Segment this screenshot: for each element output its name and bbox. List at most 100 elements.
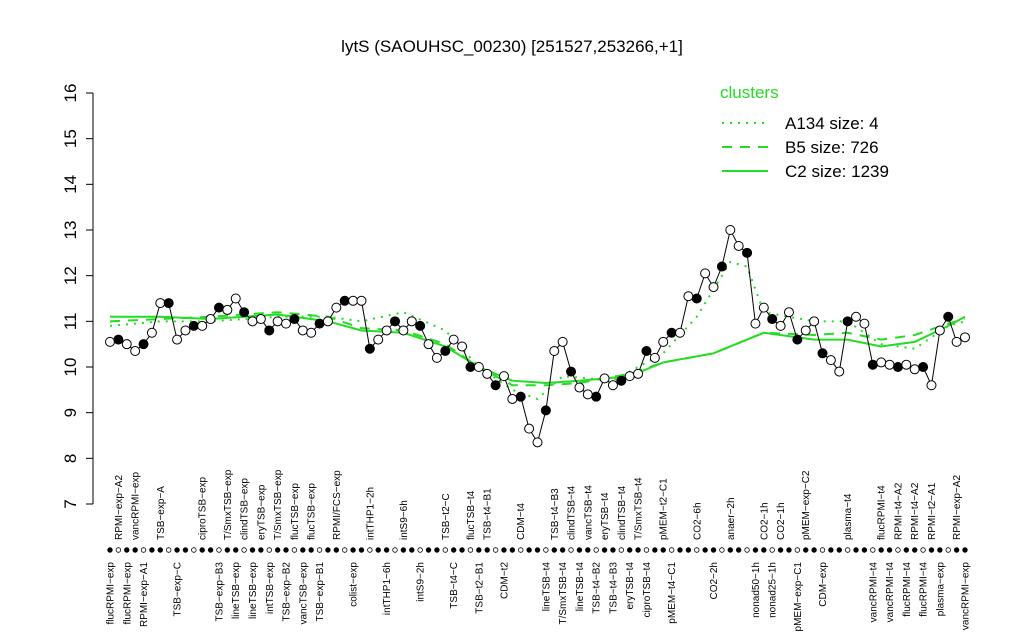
data-point <box>297 325 308 336</box>
strip-dot <box>308 547 314 553</box>
strip-dot <box>677 547 683 553</box>
data-point <box>641 346 652 357</box>
data-point <box>415 320 426 331</box>
strip-dot <box>140 547 147 553</box>
x-tick-label: ciproTSB−t4 <box>642 562 653 618</box>
data-point <box>960 332 970 343</box>
x-tick-label: intTSB−exp <box>265 562 276 614</box>
data-point <box>222 304 233 315</box>
y-tick-label: 16 <box>61 84 80 103</box>
strip-dot <box>702 547 708 553</box>
data-point <box>440 346 451 357</box>
y-tick-label: 15 <box>61 129 80 148</box>
strip-dot <box>576 547 583 553</box>
data-point <box>281 318 292 329</box>
strip-dot <box>559 547 566 553</box>
data-point <box>892 362 903 372</box>
data-point <box>758 302 769 313</box>
data-point <box>130 346 141 357</box>
strip-dot <box>518 547 524 553</box>
strip-dot <box>375 547 381 553</box>
strip-dot <box>543 547 549 553</box>
x-tick-label: ciproTSB−exp <box>198 476 209 540</box>
strip-dot <box>853 547 859 553</box>
strip-dot <box>450 547 457 553</box>
data-point <box>398 325 409 336</box>
x-tick-label: CO2−1h <box>759 502 770 540</box>
strip-dot <box>182 547 189 553</box>
strip-dot <box>400 547 407 553</box>
data-point <box>390 316 400 327</box>
strip-dot <box>903 547 910 553</box>
strip-dot <box>442 547 448 553</box>
data-point <box>700 268 711 279</box>
strip-dot <box>115 547 122 553</box>
strip-dot <box>761 547 767 553</box>
data-point <box>599 373 610 384</box>
strip-dot <box>241 547 247 553</box>
data-point <box>691 293 702 304</box>
x-tick-label: T/SmxTSB−t4 <box>634 477 645 540</box>
x-tick-label: flucRPMI−t4 <box>919 562 930 617</box>
data-point <box>675 327 685 338</box>
strip-dot <box>224 547 231 553</box>
strip-dot <box>844 547 851 553</box>
strip-dot <box>300 547 306 553</box>
x-tick-label: RPMI−t2−A1 <box>927 482 938 540</box>
x-tick-label: CDM−t4 <box>516 503 527 540</box>
x-tick-label: eryTSB−t4 <box>600 492 611 540</box>
strip-dot <box>551 547 557 553</box>
x-tick-label: flucRPMI−t4 <box>877 485 888 540</box>
data-point <box>507 393 518 404</box>
data-point <box>834 366 845 377</box>
x-tick-label: TSB−t4−B1 <box>483 488 494 540</box>
data-point <box>901 359 912 370</box>
strip-dot <box>124 547 130 553</box>
x-tick-label: eryTSB−exp <box>256 484 267 540</box>
data-point <box>876 357 887 368</box>
x-tick-label: CDM−exp <box>818 562 829 607</box>
data-point <box>230 293 241 304</box>
data-point <box>364 343 375 354</box>
x-tick-label: TSB−exp−A <box>156 486 167 540</box>
x-tick-label: nonad25−1h <box>768 562 779 618</box>
x-tick-label: pMEM−t2−C1 <box>659 478 670 540</box>
data-point <box>926 380 937 391</box>
data-point <box>742 247 753 258</box>
x-tick-label: T/SmxTSB−exp <box>273 469 284 540</box>
strip-dot <box>744 547 750 553</box>
strip-dot <box>526 547 532 553</box>
strip-dot <box>895 547 901 553</box>
strip-dot <box>618 547 625 553</box>
data-point <box>633 368 644 379</box>
data-point <box>574 382 585 393</box>
strip-dot <box>266 547 272 553</box>
strip-dot <box>392 547 398 553</box>
strip-dot <box>962 547 968 553</box>
data-point <box>708 282 719 293</box>
x-tick-label: RPMI/FCS−exp <box>332 470 343 540</box>
strip-dot <box>920 547 926 553</box>
strip-dot <box>811 547 817 553</box>
data-point <box>716 261 727 272</box>
data-point <box>331 302 342 313</box>
data-point <box>918 362 929 372</box>
x-tick-label: RPMI−exp−A2 <box>114 475 125 540</box>
x-tick-label: T/SmxTSB−exp <box>223 469 234 540</box>
cluster-line <box>109 311 966 387</box>
strip-dot <box>652 547 658 553</box>
data-point <box>423 339 434 350</box>
data-point <box>725 225 736 235</box>
strip-dot <box>367 547 373 553</box>
y-tick-label: 8 <box>61 454 80 463</box>
strip-dot <box>627 547 633 553</box>
data-point <box>348 295 359 306</box>
strip-dot <box>107 547 113 553</box>
strip-dot <box>467 547 474 553</box>
x-tick-label: clindTSB−t4 <box>617 485 628 540</box>
strip-dot <box>484 547 490 553</box>
x-tick-label: TSB−t4−B3 <box>608 562 619 614</box>
strip-dot <box>291 547 298 553</box>
strip-dot <box>425 547 432 553</box>
x-tick-label: nonad50−1h <box>751 562 762 618</box>
